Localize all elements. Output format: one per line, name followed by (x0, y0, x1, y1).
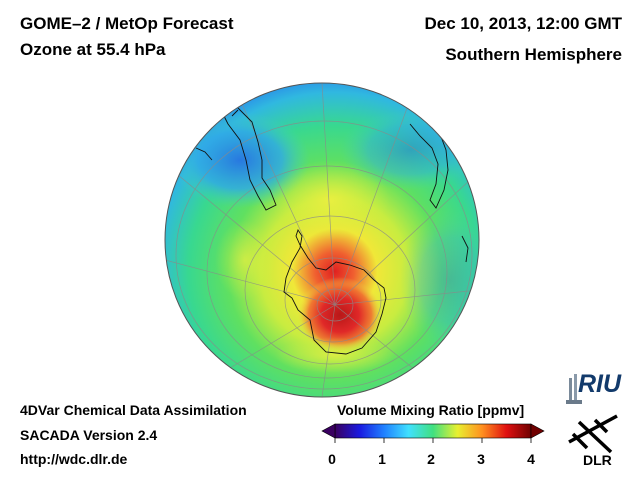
colorbar-tick-2: 2 (427, 451, 435, 467)
colorbar-gradient (334, 423, 532, 439)
dlr-logo-text: DLR (583, 452, 612, 468)
quantity-title: Ozone at 55.4 hPa (20, 40, 166, 59)
colorbar-tick-4: 4 (527, 451, 535, 467)
riu-logo-text: RIU (578, 370, 622, 398)
method-label: 4DVar Chemical Data Assimilation (20, 402, 247, 418)
globe-outline (164, 82, 480, 398)
datetime-label: Dec 10, 2013, 12:00 GMT (424, 14, 622, 33)
colorbar-high-arrow (530, 423, 545, 439)
colorbar-low-arrow (321, 423, 336, 439)
graticule (165, 83, 479, 397)
colorbar-tick-1: 1 (378, 451, 386, 467)
colorbar-tick-3: 3 (477, 451, 485, 467)
colorbar-title: Volume Mixing Ratio [ppmv] (337, 402, 525, 418)
url-link[interactable]: http://wdc.dlr.de (20, 451, 128, 467)
colorbar (321, 423, 545, 443)
riu-logo: RIU (564, 368, 626, 408)
region-label: Southern Hemisphere (445, 45, 622, 64)
globe-fill (165, 83, 479, 397)
coastlines (195, 107, 469, 355)
colorbar-tick-0: 0 (328, 451, 336, 467)
system-label: SACADA Version 2.4 (20, 427, 158, 443)
product-title: GOME–2 / MetOp Forecast (20, 14, 234, 33)
riu-tower-icon (566, 374, 582, 404)
dlr-logo-icon (568, 414, 618, 454)
